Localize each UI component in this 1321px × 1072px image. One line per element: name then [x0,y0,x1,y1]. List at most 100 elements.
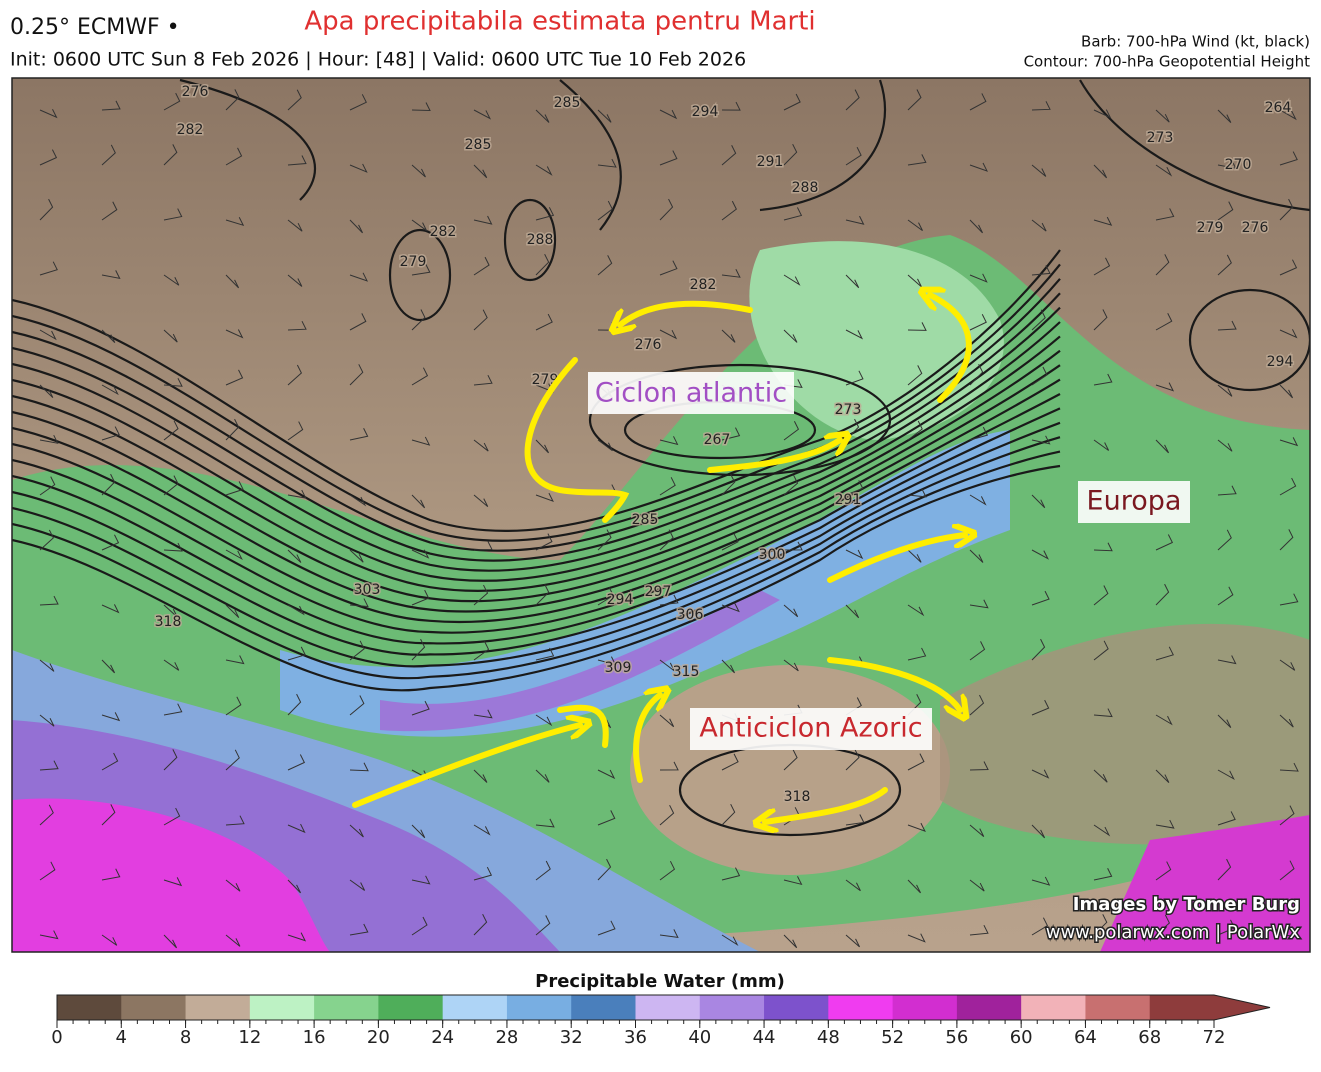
wind-barb [1093,216,1113,226]
wind-barb [1279,437,1299,447]
contour-label: 264 [1265,100,1292,116]
wind-barb [411,263,431,276]
wind-barb [1155,109,1170,123]
contour [179,78,1310,231]
wind-barb [1279,198,1294,221]
wind-barb [349,313,367,331]
wind-barb [287,274,303,287]
wind-barb [969,824,985,837]
wind-barb [473,109,492,120]
wind-barb [1217,320,1237,331]
wind-barb [411,219,428,231]
wind-barb [225,655,245,665]
wind-barb [1031,769,1050,779]
wind-barb [845,749,860,771]
wind-barb [721,934,739,947]
wind-barb [39,476,56,496]
wind-barb [287,489,307,499]
wind-barb [101,201,118,221]
wind-barb [225,549,243,561]
legend-line: Contour: 700-hPa Geopotential Height [1024,53,1311,71]
wind-barb [1217,439,1233,452]
annotation: Europa [1087,486,1182,517]
wind-barb [597,656,617,666]
wind-barb [473,866,493,881]
wind-barb [845,814,865,826]
colorbar-segment [764,995,829,1020]
wind-barb [287,320,307,331]
contour-label: 288 [792,180,819,196]
wind-barb [163,420,179,441]
wind-barb [721,753,739,771]
contour-label: 306 [677,607,704,623]
wind-barb [39,108,58,119]
contour [12,378,1061,624]
wind-barb [39,760,59,771]
wind-barb [1031,366,1048,386]
wind-barb [225,369,244,386]
wind-barb [225,696,242,716]
contour-label: 294 [607,592,634,608]
colorbar-tick-label: 24 [431,1027,454,1048]
wind-barb [535,584,550,606]
wind-barb [969,924,989,936]
wind-barb [1093,439,1110,451]
colorbar-tick-label: 32 [560,1027,583,1048]
wind-barb [163,92,181,111]
wind-barb [1279,762,1299,772]
wind-barb [349,879,366,891]
colorbar-segment [121,995,187,1020]
contour-label: 282 [177,122,204,138]
wind-barb [597,529,612,551]
wind-barb [597,587,614,606]
wind-barb [225,604,240,619]
wind-barb [1279,384,1294,399]
wind-barb [1279,109,1297,121]
annotation: Anticiclon Azoric [699,713,922,744]
wind-barb [349,598,369,608]
wind-barb [1155,714,1173,726]
contour-label: 276 [1242,220,1269,236]
wind-barb [163,274,180,286]
contour-label: 276 [635,337,662,353]
wind-barb [845,146,862,166]
wind-barb [225,879,241,892]
wind-barb [163,934,178,949]
wind-barb [535,714,553,727]
wind-barb [1155,313,1173,331]
wind-barb [287,219,303,232]
wind-barb [535,860,551,881]
arrow [707,440,840,473]
wind-barb [1217,160,1237,169]
wind-barb [845,604,860,619]
wind-barb [473,164,488,179]
wind-barb [721,427,741,441]
wind-barb [535,492,554,503]
wind-barb [287,693,302,716]
wind-barb [845,370,864,386]
wind-barb [969,641,986,661]
wind-barb [349,428,369,441]
colorbar-tick-label: 44 [753,1027,776,1048]
wind-barb [659,860,676,881]
wind-barb [39,149,58,166]
wind-barb [783,93,801,111]
wind-barb [597,158,617,168]
wind-barb [1155,439,1170,454]
wind-barbs [39,89,1299,949]
wind-barb [907,89,922,111]
wind-barb [101,534,120,551]
wind-barb [473,494,489,507]
wind-barb [535,533,553,551]
colorbar-tick-label: 64 [1074,1027,1097,1048]
arrow [827,657,960,710]
wind-barb [1279,714,1294,728]
wind-barb [907,549,922,563]
wind-barb [473,309,488,331]
wind-barb [1093,769,1108,783]
wind-barb [845,549,864,560]
wind-barb [1217,384,1233,397]
wind-barb [163,475,179,496]
wind-barb [907,219,923,232]
wind-barb [783,749,798,771]
